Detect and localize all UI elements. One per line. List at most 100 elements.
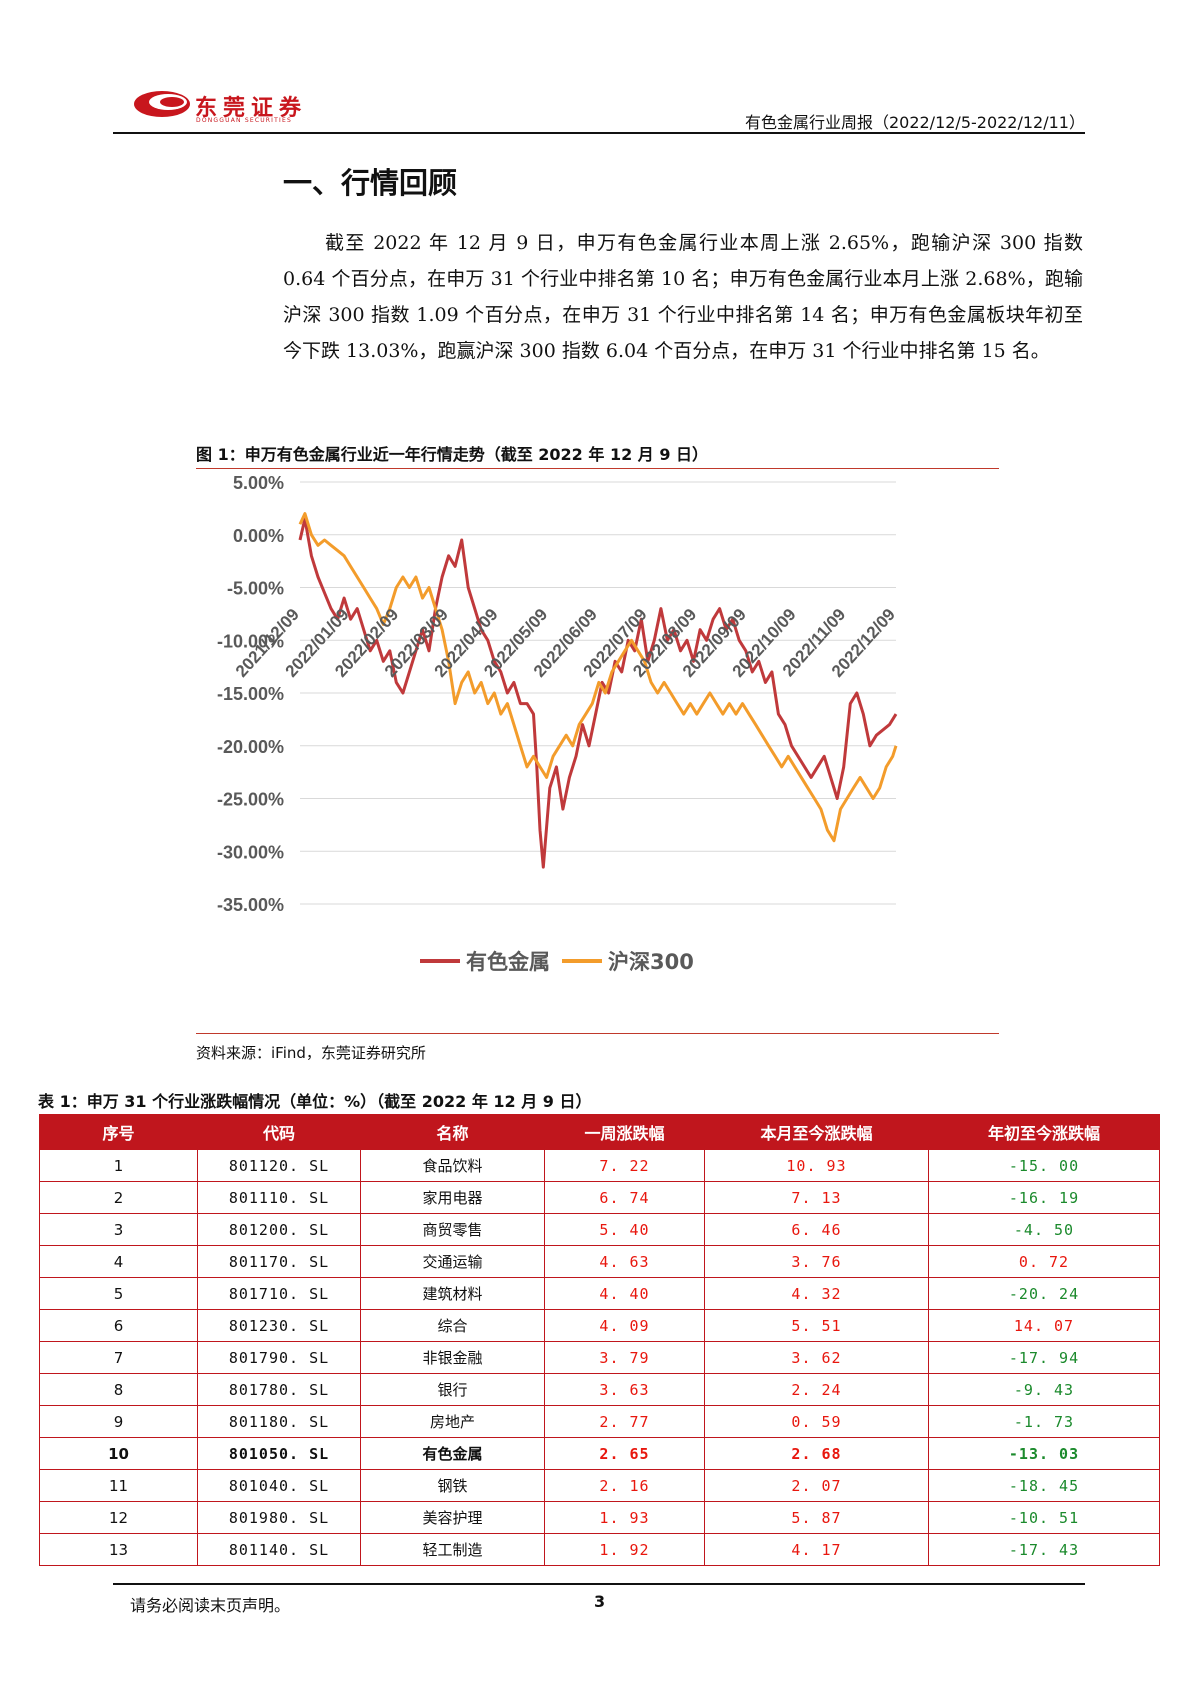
ytd-change-cell: -17. 43: [928, 1533, 1160, 1566]
header-ytd-change: 年初至今涨跌幅: [928, 1114, 1160, 1150]
name-cell: 食品饮料: [360, 1149, 545, 1182]
rank-cell: 7: [39, 1341, 198, 1374]
rank-cell: 13: [39, 1533, 198, 1566]
name-cell: 建筑材料: [360, 1277, 545, 1310]
code-cell: 801200. SL: [197, 1213, 361, 1246]
ytd-change-cell: -16. 19: [928, 1181, 1160, 1214]
mtd-change-cell: 3. 76: [704, 1245, 929, 1278]
rank-cell: 2: [39, 1181, 198, 1214]
chart-gridlines: [300, 481, 896, 905]
ytd-change-cell: -15. 00: [928, 1149, 1160, 1182]
mtd-change-cell: 4. 17: [704, 1533, 929, 1566]
line-chart: 5.00% 0.00% -5.00% -10.00% -15.00% -20.00% -25…: [217, 474, 899, 974]
ytd-change-cell: -1. 73: [928, 1405, 1160, 1438]
table-row: 10 801050. SL 有色金属 2. 65 2. 68 -13. 03: [39, 1437, 1160, 1470]
name-cell: 综合: [360, 1309, 545, 1342]
name-cell: 钢铁: [360, 1469, 545, 1502]
week-change-cell: 7. 22: [544, 1149, 705, 1182]
table-body: 1 801120. SL 食品饮料 7. 22 10. 93 -15. 00 2 801110…: [39, 1149, 1160, 1566]
week-change-cell: 4. 09: [544, 1309, 705, 1342]
chart-legend: 有色金属 沪深300: [420, 950, 694, 974]
code-cell: 801120. SL: [197, 1149, 361, 1182]
rank-cell: 3: [39, 1213, 198, 1246]
ytd-change-cell: 0. 72: [928, 1245, 1160, 1278]
table-row: 13 801140. SL 轻工制造 1. 92 4. 17 -17. 43: [39, 1533, 1160, 1566]
table-row: 12 801980. SL 美容护理 1. 93 5. 87 -10. 51: [39, 1501, 1160, 1534]
y-tick-label: -30.00%: [217, 842, 284, 862]
table-header-row: 序号 代码 名称 一周涨跌幅 本月至今涨跌幅 年初至今涨跌幅: [39, 1114, 1160, 1150]
table-row: 9 801180. SL 房地产 2. 77 0. 59 -1. 73: [39, 1405, 1160, 1438]
header-name: 名称: [360, 1114, 545, 1150]
rank-cell: 4: [39, 1245, 198, 1278]
mtd-change-cell: 3. 62: [704, 1341, 929, 1374]
report-header-title: 有色金属行业周报（2022/12/5-2022/12/11）: [744, 113, 1085, 132]
mtd-change-cell: 10. 93: [704, 1149, 929, 1182]
week-change-cell: 6. 74: [544, 1181, 705, 1214]
footer-divider: [113, 1583, 1085, 1585]
name-cell: 美容护理: [360, 1501, 545, 1534]
name-cell: 交通运输: [360, 1245, 545, 1278]
logo-text-cn: 东莞证券: [195, 95, 308, 121]
week-change-cell: 2. 65: [544, 1437, 705, 1470]
legend-label-1: 沪深300: [608, 950, 694, 974]
y-tick-label: 5.00%: [233, 474, 284, 493]
y-tick-label: -25.00%: [217, 790, 284, 810]
table-caption: 表 1：申万 31 个行业涨跌幅情况（单位：%）（截至 2022 年 12 月 …: [38, 1092, 592, 1111]
disclaimer-note: 请务必阅读末页声明。: [130, 1596, 291, 1615]
header-divider: [113, 132, 1085, 134]
week-change-cell: 3. 63: [544, 1373, 705, 1406]
series-line-1: [298, 512, 898, 843]
code-cell: 801980. SL: [197, 1501, 361, 1534]
name-cell: 房地产: [360, 1405, 545, 1438]
rank-cell: 9: [39, 1405, 198, 1438]
code-cell: 801780. SL: [197, 1373, 361, 1406]
y-tick-label: -5.00%: [227, 579, 284, 599]
table-row: 5 801710. SL 建筑材料 4. 40 4. 32 -20. 24: [39, 1277, 1160, 1310]
rank-cell: 1: [39, 1149, 198, 1182]
y-tick-label: -15.00%: [217, 684, 284, 704]
name-cell: 非银金融: [360, 1341, 545, 1374]
chart-y-axis: 5.00% 0.00% -5.00% -10.00% -15.00% -20.00% -25…: [217, 474, 284, 915]
legend-label-0: 有色金属: [466, 950, 550, 974]
ytd-change-cell: -17. 94: [928, 1341, 1160, 1374]
industry-performance-table: 序号 代码 名称 一周涨跌幅 本月至今涨跌幅 年初至今涨跌幅 1 801120. …: [39, 1114, 1160, 1566]
y-tick-label: -20.00%: [217, 737, 284, 757]
header-week-change: 一周涨跌幅: [544, 1114, 705, 1150]
table-row: 11 801040. SL 钢铁 2. 16 2. 07 -18. 45: [39, 1469, 1160, 1502]
y-tick-label: -10.00%: [217, 631, 284, 651]
week-change-cell: 4. 63: [544, 1245, 705, 1278]
ytd-change-cell: -20. 24: [928, 1277, 1160, 1310]
paragraph-text: 截至 2022 年 12 月 9 日，申万有色金属行业本周上涨 2.65%，跑输…: [283, 232, 1083, 362]
code-cell: 801230. SL: [197, 1309, 361, 1342]
code-cell: 801180. SL: [197, 1405, 361, 1438]
mtd-change-cell: 2. 07: [704, 1469, 929, 1502]
mtd-change-cell: 5. 51: [704, 1309, 929, 1342]
rank-cell: 8: [39, 1373, 198, 1406]
mtd-change-cell: 2. 68: [704, 1437, 929, 1470]
rank-cell: 6: [39, 1309, 198, 1342]
rank-cell: 12: [39, 1501, 198, 1534]
figure-bottom-rule: [196, 1033, 999, 1034]
figure-caption: 图 1：申万有色金属行业近一年行情走势（截至 2022 年 12 月 9 日）: [196, 445, 709, 464]
week-change-cell: 2. 16: [544, 1469, 705, 1502]
page-number: 3: [594, 1592, 606, 1611]
week-change-cell: 5. 40: [544, 1213, 705, 1246]
table-row: 2 801110. SL 家用电器 6. 74 7. 13 -16. 19: [39, 1181, 1160, 1214]
table-row: 8 801780. SL 银行 3. 63 2. 24 -9. 43: [39, 1373, 1160, 1406]
y-tick-label: 0.00%: [233, 526, 284, 546]
rank-cell: 5: [39, 1277, 198, 1310]
mtd-change-cell: 6. 46: [704, 1213, 929, 1246]
code-cell: 801790. SL: [197, 1341, 361, 1374]
table-row: 6 801230. SL 综合 4. 09 5. 51 14. 07: [39, 1309, 1160, 1342]
series-line-0: [298, 517, 898, 869]
table-row: 4 801170. SL 交通运输 4. 63 3. 76 0. 72: [39, 1245, 1160, 1278]
figure-top-rule: [196, 468, 999, 469]
figure-source: 资料来源：iFind，东莞证券研究所: [196, 1044, 426, 1062]
mtd-change-cell: 7. 13: [704, 1181, 929, 1214]
table-row: 1 801120. SL 食品饮料 7. 22 10. 93 -15. 00: [39, 1149, 1160, 1182]
code-cell: 801710. SL: [197, 1277, 361, 1310]
rank-cell: 11: [39, 1469, 198, 1502]
mtd-change-cell: 5. 87: [704, 1501, 929, 1534]
week-change-cell: 2. 77: [544, 1405, 705, 1438]
week-change-cell: 4. 40: [544, 1277, 705, 1310]
